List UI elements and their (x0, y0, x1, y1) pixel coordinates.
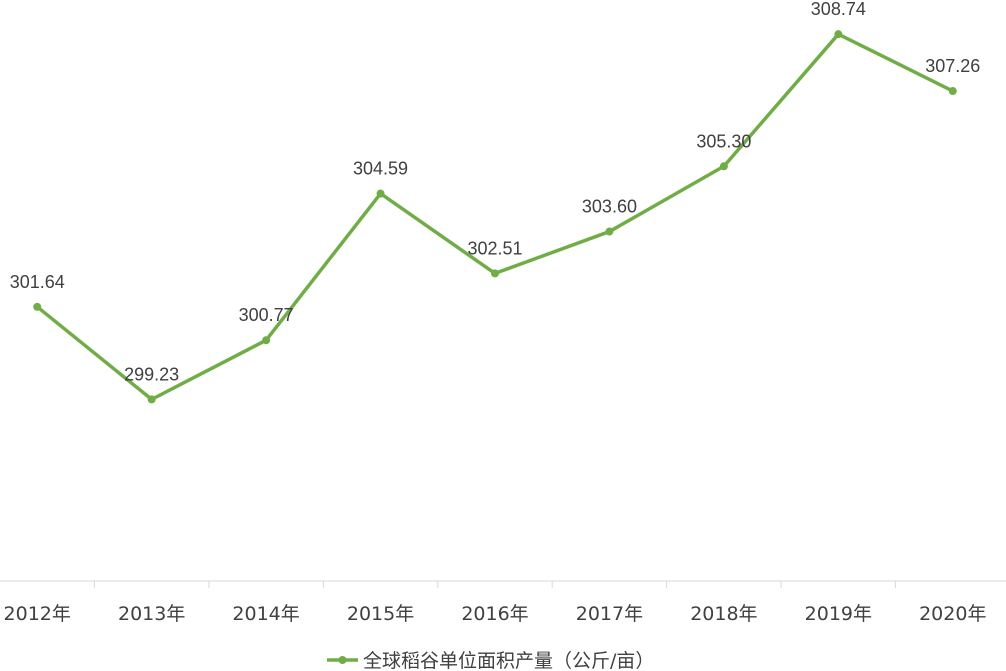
data-point (719, 162, 728, 171)
series-line (35, 32, 955, 402)
legend: 全球稻谷单位面积产量（公斤/亩） (327, 650, 654, 671)
x-tick-label: 2018年 (690, 603, 757, 625)
data-label: 308.74 (811, 0, 866, 19)
data-label: 301.64 (10, 272, 65, 292)
x-tick-label: 2017年 (576, 603, 643, 625)
data-point (147, 395, 156, 404)
x-tick-label: 2014年 (232, 603, 299, 625)
data-label: 307.26 (925, 56, 980, 76)
data-points (33, 30, 957, 404)
data-point (262, 336, 271, 345)
data-label: 299.23 (124, 364, 179, 384)
data-point (834, 30, 843, 39)
data-label: 304.59 (353, 159, 408, 179)
data-label: 305.30 (696, 131, 751, 151)
data-point (605, 227, 614, 236)
x-tick-label: 2019年 (805, 603, 872, 625)
data-point (491, 269, 499, 278)
x-tick-label: 2015年 (347, 603, 414, 625)
data-point (948, 87, 957, 96)
x-tick-label: 2012年 (4, 603, 71, 625)
data-point (33, 302, 42, 311)
x-tick-label: 2013年 (118, 603, 185, 625)
data-point (376, 189, 385, 198)
data-label: 302.51 (467, 238, 522, 258)
data-label: 300.77 (239, 305, 294, 325)
data-label: 303.60 (582, 197, 637, 217)
x-axis-labels: 2012年 2013年 2014年 2015年 2016年 2017年 2018年 2019年… (4, 603, 987, 625)
legend-label: 全球稻谷单位面积产量（公斤/亩） (363, 650, 654, 671)
x-tick-label: 2020年 (919, 603, 986, 625)
data-labels: 301.64 299.23 300.77 304.59 302.51 303.60 305.… (10, 0, 981, 384)
x-tick-label: 2016年 (461, 603, 528, 625)
x-axis-ticks (93, 581, 897, 588)
legend-point-marker (338, 656, 347, 664)
